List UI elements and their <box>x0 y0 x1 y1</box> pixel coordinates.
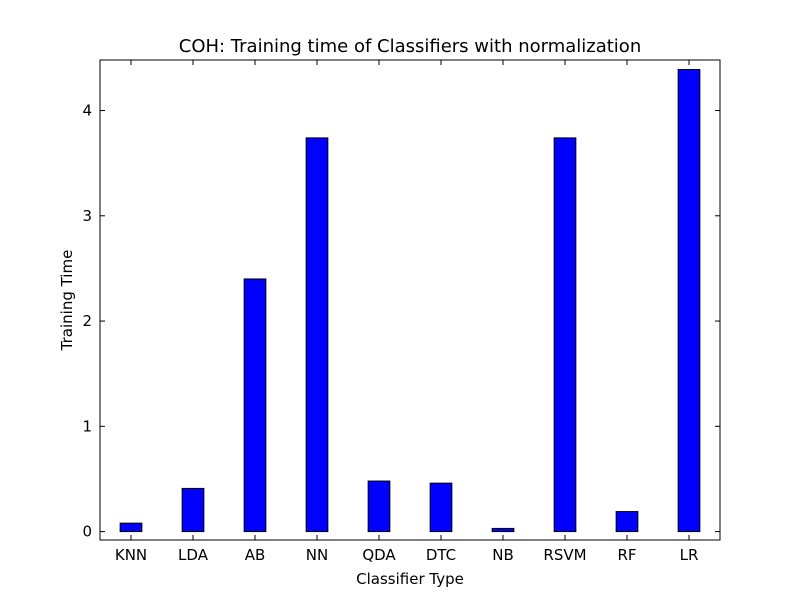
x-tick-label: AB <box>245 546 266 564</box>
bar-dtc <box>429 482 453 533</box>
x-tick-label: KNN <box>115 546 147 564</box>
y-tick-label: 2 <box>82 312 92 330</box>
bar-rf <box>615 511 639 533</box>
x-tick-label: NB <box>492 546 514 564</box>
y-tick-label: 4 <box>82 102 92 120</box>
plot-frame <box>99 59 721 541</box>
bar-lda <box>181 487 205 533</box>
bar-lr <box>677 68 701 533</box>
bar-nn <box>305 137 329 533</box>
bar-ab <box>243 278 267 533</box>
x-tick-label: DTC <box>426 546 456 564</box>
bar-qda <box>367 480 391 533</box>
x-tick-label: NN <box>306 546 328 564</box>
y-tick-label: 3 <box>82 207 92 225</box>
bar-nb <box>491 527 515 533</box>
x-tick-label: LDA <box>178 546 209 564</box>
x-axis-label: Classifier Type <box>356 570 464 588</box>
x-tick-label: RSVM <box>543 546 586 564</box>
bars-layer <box>119 68 701 533</box>
x-tick-label: RF <box>617 546 636 564</box>
bar-rsvm <box>553 137 577 533</box>
x-tick-label: LR <box>680 546 699 564</box>
bar-knn <box>119 522 143 533</box>
x-tick-label: QDA <box>362 546 396 564</box>
y-axis-label: Training Time <box>58 250 76 352</box>
chart-title: COH: Training time of Classifiers with n… <box>179 36 641 57</box>
y-tick-label: 0 <box>82 523 92 541</box>
ticks-layer: KNN LDA AB NN QDA DTC NB RSVM RF LR 0 1 2 3 4 <box>82 60 720 564</box>
y-tick-label: 1 <box>82 417 92 435</box>
